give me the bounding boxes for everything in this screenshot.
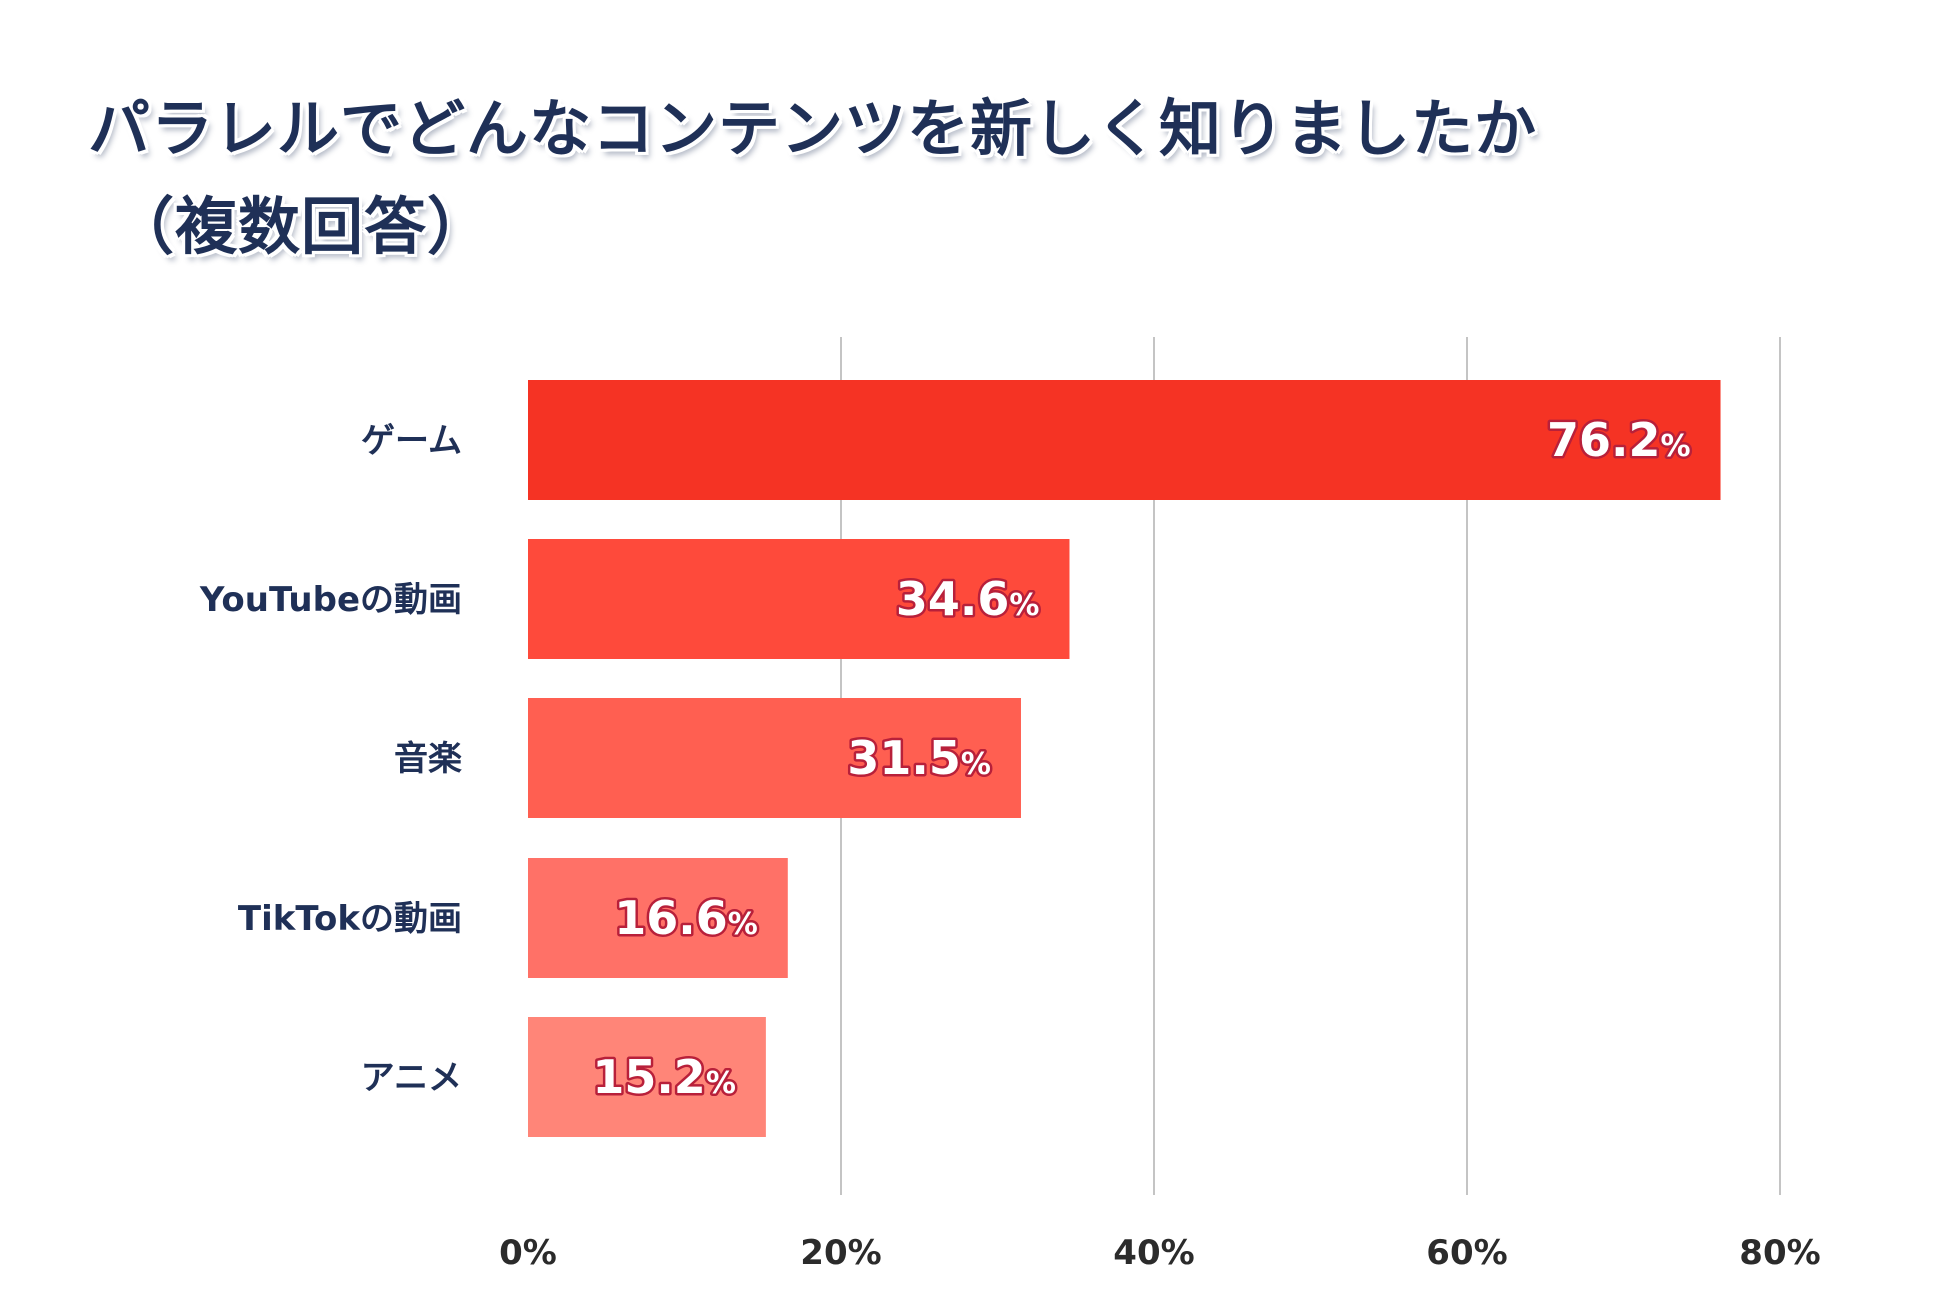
bar [528, 698, 1021, 818]
data-label-unit: % [961, 747, 991, 782]
data-label-unit: % [1660, 429, 1690, 464]
data-label-value: 15.2 [592, 1050, 706, 1104]
category-label: TikTokの動画 [238, 899, 462, 939]
data-label-value: 34.6 [896, 572, 1010, 626]
data-label-value: 16.6 [614, 891, 728, 945]
x-tick-label: 20% [800, 1233, 881, 1273]
chart-title: パラレルでどんなコンテンツを新しく知りましたか [88, 92, 1538, 165]
bar [528, 1017, 766, 1137]
chart-subtitle: （複数回答） [112, 190, 491, 263]
x-axis-tick-labels: 0% 20% 40% 60% 80% [499, 1233, 1821, 1273]
data-label-value: 76.2 [1547, 413, 1661, 467]
data-label-unit: % [706, 1066, 736, 1101]
data-label-unit: % [728, 907, 758, 942]
x-tick-label: 0% [499, 1233, 557, 1273]
category-label: YouTubeの動画 [199, 580, 462, 620]
x-tick-label: 60% [1426, 1233, 1507, 1273]
bar [528, 858, 788, 978]
data-label-unit: % [1009, 588, 1039, 623]
bar [528, 380, 1721, 500]
x-tick-label: 80% [1739, 1233, 1820, 1273]
data-label: 15.2% [592, 1050, 736, 1104]
bar [528, 539, 1070, 659]
bars [528, 380, 1721, 1137]
data-label: 76.2% [1547, 413, 1691, 467]
data-label: 34.6% [896, 572, 1040, 626]
category-label: アニメ [361, 1058, 462, 1098]
value-labels: 76.2%34.6%31.5%16.6%15.2% [590, 411, 1693, 1107]
category-label: 音楽 [394, 739, 462, 779]
data-label-value: 31.5 [847, 731, 961, 785]
data-label: 31.5% [847, 731, 991, 785]
data-label: 16.6% [614, 891, 758, 945]
x-tick-label: 40% [1113, 1233, 1194, 1273]
category-label: ゲーム [361, 421, 462, 461]
